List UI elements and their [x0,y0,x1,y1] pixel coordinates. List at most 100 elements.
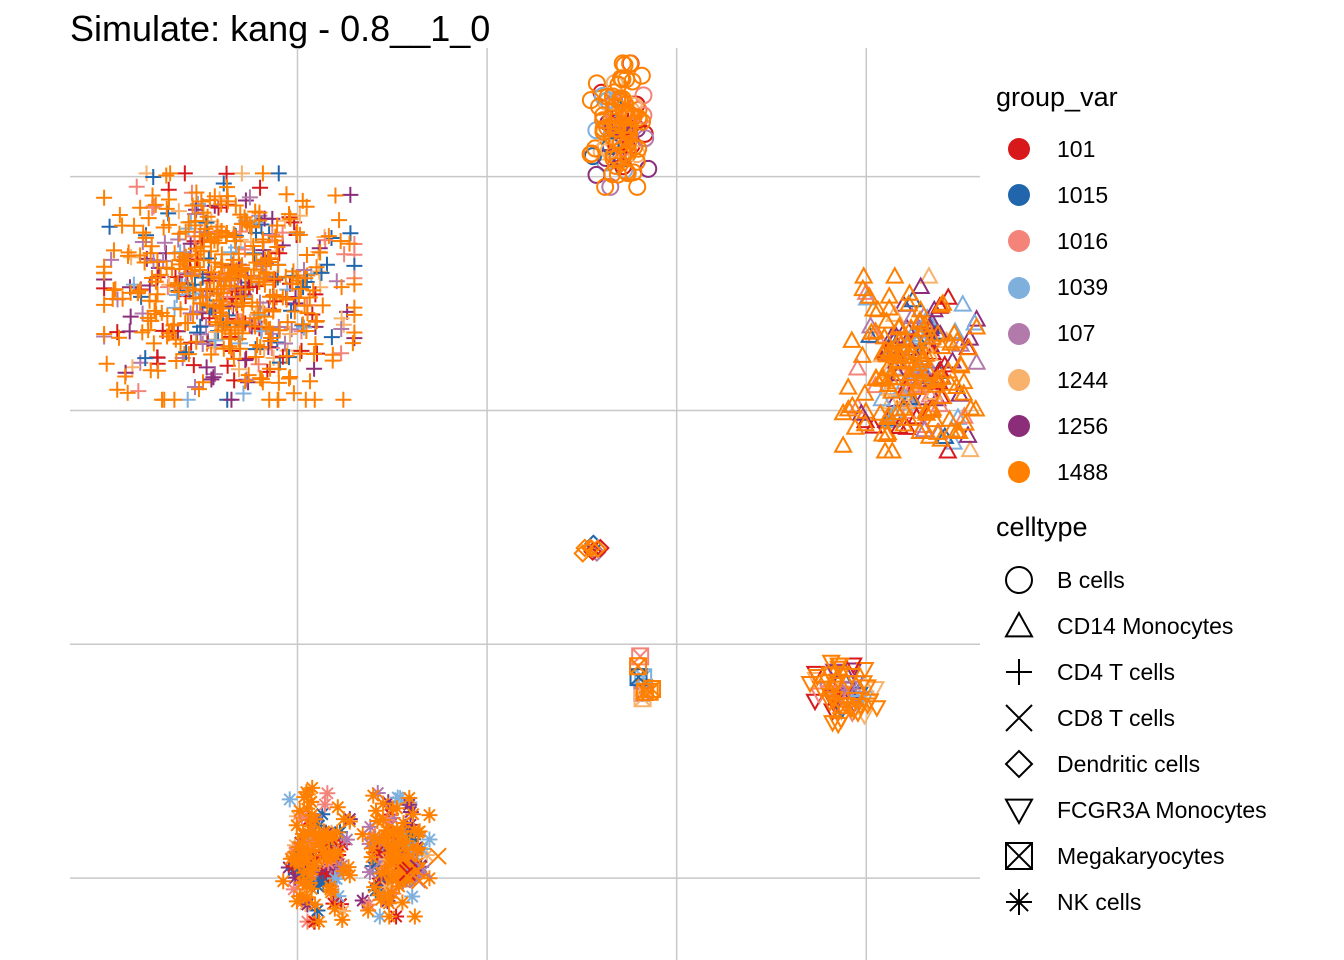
data-point [838,398,859,417]
data-point [410,872,429,890]
data-point [322,878,339,895]
data-point [380,794,397,811]
data-point [309,878,326,895]
data-point [623,72,642,91]
data-point [293,834,310,851]
data-point [959,328,980,346]
data-point [277,268,294,285]
data-point [615,55,634,74]
legend-shape-triangle-down-open-icon [1004,798,1034,826]
data-point [955,413,975,431]
legend-label: NK cells [1057,888,1142,915]
data-point [303,793,320,810]
data-point [254,165,271,182]
data-point [289,808,306,825]
data-point [634,86,653,105]
data-point [129,284,146,301]
data-point [134,324,151,341]
data-point [159,328,176,345]
legend-label: CD14 Monocytes [1057,612,1234,639]
data-point [247,318,264,335]
data-point [96,325,113,342]
data-point [98,355,115,372]
data-point [323,884,340,901]
data-point [132,282,149,299]
data-point [219,188,236,205]
data-point [899,293,919,312]
data-point [857,679,877,697]
data-point [639,159,658,178]
legend-color-swatch [1008,230,1030,253]
data-point [295,279,312,296]
data-point [361,864,378,881]
data-point [848,705,868,723]
data-point [335,903,352,920]
data-point [293,809,310,826]
data-point [292,850,309,867]
data-point [262,253,279,270]
data-point [301,373,318,390]
data-point [623,108,642,127]
data-point [865,321,886,339]
data-point [144,187,161,204]
data-point [332,233,349,250]
legend-glyph [1004,749,1034,779]
data-point [282,368,299,385]
data-point [406,908,423,925]
data-point [373,853,390,870]
data-point [392,790,409,807]
data-point [398,833,415,850]
data-point [299,854,316,871]
data-point [198,359,215,376]
data-point [373,865,390,882]
data-point [195,238,212,255]
data-point [145,335,162,352]
data-point [319,785,336,802]
data-point [240,367,257,384]
data-point [319,872,336,889]
data-point [194,336,211,353]
data-point [143,238,160,255]
data-point [251,204,268,221]
data-point [160,325,177,342]
data-point [307,336,324,353]
data-point [281,325,298,342]
legend-key [996,836,1042,876]
data-point [966,316,987,335]
data-point [868,299,888,318]
data-point [606,156,625,175]
legend-glyph [1005,842,1033,870]
data-point [376,831,393,848]
data-point [899,283,920,301]
data-point [301,289,318,306]
data-point [919,426,940,444]
point-layer [96,54,987,930]
chart-title: Simulate: kang - 0.8__1_0 [70,8,491,49]
legend-glyph [1005,566,1033,594]
data-point [219,313,236,330]
data-point [598,118,617,137]
data-point [905,331,926,349]
data-point [613,70,632,89]
data-point [158,167,175,184]
data-point [263,330,280,347]
data-point [853,675,874,693]
data-point [291,226,308,243]
data-point [318,865,335,882]
data-point [877,344,897,363]
legend-item-celltype: CD4 T cells [996,652,1175,692]
data-point [180,346,197,363]
data-point [235,297,252,314]
data-point [310,913,327,930]
data-point [255,234,272,251]
data-point [946,376,967,394]
data-point [327,847,344,864]
data-point [213,255,230,272]
data-point [341,235,358,252]
data-point [156,391,173,408]
data-point [264,227,281,244]
data-point [309,902,326,919]
data-point [941,333,961,351]
data-point [132,199,149,216]
data-point [270,165,287,182]
